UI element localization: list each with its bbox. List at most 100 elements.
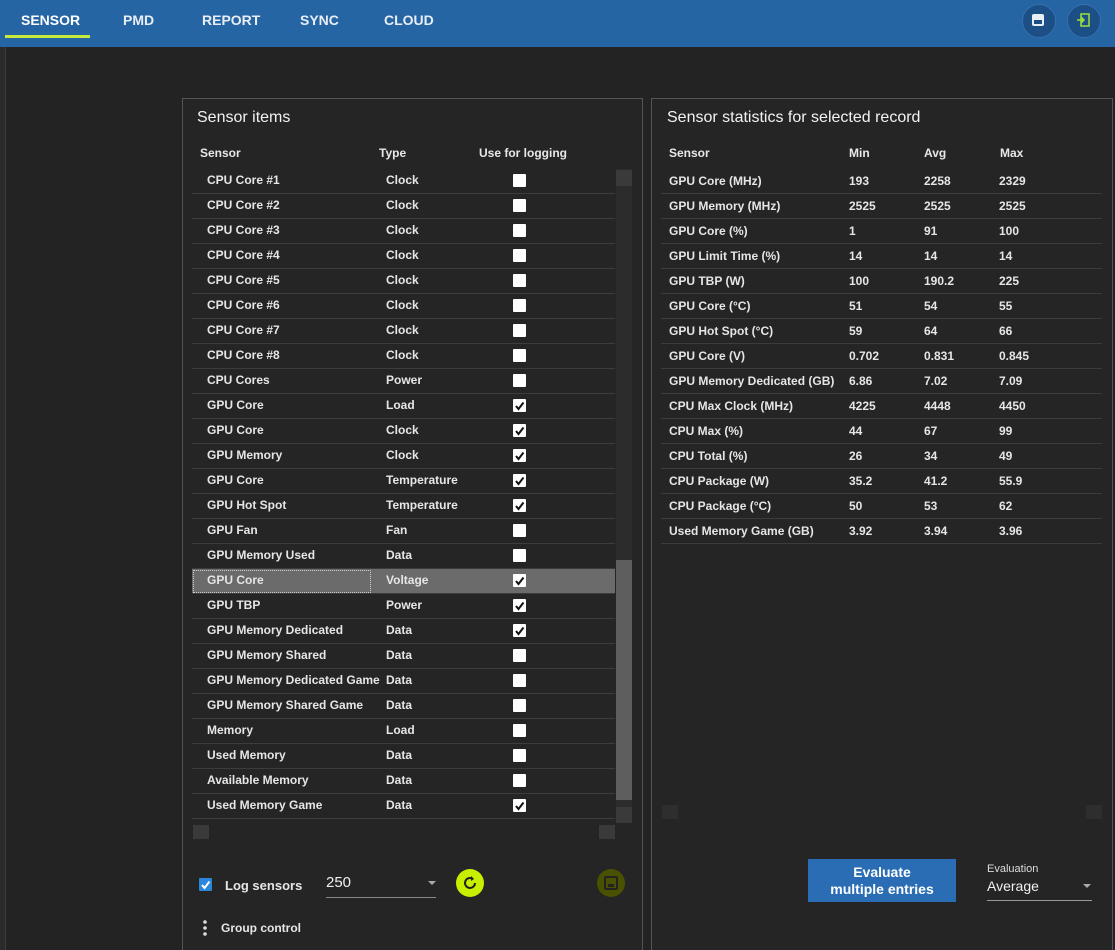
logging-checkbox[interactable] — [513, 699, 526, 712]
logging-checkbox[interactable] — [513, 324, 526, 337]
row-separator — [192, 493, 615, 494]
sensor-name: GPU Core — [207, 398, 264, 412]
row-separator — [661, 268, 1102, 269]
dropdown-arrow — [428, 881, 436, 885]
row-separator — [192, 718, 615, 719]
stat-value: 2525 — [999, 199, 1026, 213]
row-separator — [192, 793, 615, 794]
logging-checkbox[interactable] — [513, 749, 526, 762]
stat-value: 2329 — [999, 174, 1026, 188]
column-header: Use for logging — [479, 146, 567, 160]
logging-checkbox[interactable] — [513, 174, 526, 187]
sensor-type: Clock — [386, 448, 419, 462]
logging-checkbox[interactable] — [513, 249, 526, 262]
logging-checkbox[interactable] — [513, 374, 526, 387]
logging-checkbox[interactable] — [513, 674, 526, 687]
stat-sensor: GPU Core (V) — [669, 349, 746, 363]
sensor-name: GPU TBP — [207, 598, 261, 612]
nav-tab[interactable]: CLOUD — [384, 12, 434, 28]
log-sensors-label: Log sensors — [225, 878, 303, 893]
sensor-name: Used Memory — [207, 748, 286, 762]
row-separator — [192, 593, 615, 594]
logging-checkbox[interactable] — [513, 274, 526, 287]
sensor-name: GPU Memory — [207, 448, 283, 462]
row-separator — [661, 293, 1102, 294]
top-bar — [0, 0, 1115, 47]
logging-checkbox[interactable] — [513, 199, 526, 212]
stat-value: 41.2 — [924, 474, 948, 488]
sensor-type: Temperature — [386, 473, 458, 487]
scroll-right[interactable] — [599, 825, 615, 839]
stat-value: 4225 — [849, 399, 876, 413]
row-separator — [192, 318, 615, 319]
row-separator — [661, 393, 1102, 394]
stat-value: 91 — [924, 224, 938, 238]
sensor-name: GPU Hot Spot — [207, 498, 287, 512]
screenshot-icon — [1032, 14, 1044, 26]
stat-value: 99 — [999, 424, 1013, 438]
save-button[interactable] — [597, 869, 625, 897]
logging-checkbox[interactable] — [513, 774, 526, 787]
logging-checkbox[interactable] — [513, 549, 526, 562]
sensor-name: CPU Core #7 — [207, 323, 280, 337]
logging-checkbox[interactable] — [513, 724, 526, 737]
sensor-type: Clock — [386, 323, 419, 337]
scroll-up[interactable] — [616, 170, 632, 186]
panel-title: Sensor items — [197, 109, 291, 126]
evaluation-select[interactable]: Average — [987, 878, 1092, 901]
interval-select[interactable]: 250 — [326, 874, 436, 898]
stat-sensor: GPU Memory Dedicated (GB) — [669, 374, 835, 388]
group-control[interactable]: Group control — [221, 921, 301, 935]
nav-tab[interactable]: PMD — [123, 12, 155, 28]
sensor-type: Clock — [386, 273, 419, 287]
scroll-left[interactable] — [662, 805, 678, 819]
sensor-type: Data — [386, 623, 413, 637]
logging-checkbox[interactable] — [513, 299, 526, 312]
check-mark — [515, 601, 525, 611]
stat-sensor: CPU Total (%) — [669, 449, 748, 463]
sensor-type: Data — [386, 748, 413, 762]
row-separator — [661, 343, 1102, 344]
stat-value: 225 — [999, 274, 1020, 288]
scroll-down[interactable] — [616, 807, 632, 823]
sensor-type: Clock — [386, 423, 419, 437]
stat-value: 3.96 — [999, 524, 1023, 538]
evaluation-label: Evaluation — [987, 863, 1039, 875]
logging-checkbox[interactable] — [513, 224, 526, 237]
sensor-type: Clock — [386, 223, 419, 237]
row-separator — [661, 468, 1102, 469]
logging-checkbox[interactable] — [513, 349, 526, 362]
stat-value: 59 — [849, 324, 863, 338]
scrollbar-thumb[interactable] — [616, 560, 632, 800]
row-separator — [661, 368, 1102, 369]
nav-tab[interactable]: SENSOR — [21, 12, 81, 28]
stat-value: 34 — [924, 449, 938, 463]
check-mark — [515, 401, 525, 411]
nav-tab[interactable]: SYNC — [300, 12, 339, 28]
logging-checkbox[interactable] — [513, 524, 526, 537]
sensor-items-panel — [182, 98, 643, 950]
scroll-right[interactable] — [1086, 805, 1102, 819]
sensor-name: GPU Core — [207, 423, 264, 437]
sensor-name: Available Memory — [207, 773, 309, 787]
refresh-button[interactable] — [456, 869, 484, 897]
save-icon — [604, 876, 618, 890]
row-separator — [192, 818, 615, 819]
sensor-name: CPU Core #5 — [207, 273, 280, 287]
stat-value: 3.94 — [924, 524, 948, 538]
stat-sensor: CPU Package (W) — [669, 474, 770, 488]
sensor-name: CPU Core #1 — [207, 173, 280, 187]
sensor-type: Data — [386, 798, 413, 812]
stat-sensor: GPU Hot Spot (°C) — [669, 324, 774, 338]
row-separator — [192, 743, 615, 744]
selected-row — [192, 569, 615, 593]
nav-tab[interactable]: REPORT — [202, 12, 261, 28]
column-header: Sensor — [200, 146, 241, 160]
stat-value: 0.702 — [849, 349, 880, 363]
stat-value: 14 — [999, 249, 1013, 263]
evaluate-button[interactable]: Evaluate multiple entries — [808, 859, 956, 902]
row-separator — [192, 293, 615, 294]
scroll-left[interactable] — [193, 825, 209, 839]
stat-value: 2258 — [924, 174, 951, 188]
logging-checkbox[interactable] — [513, 649, 526, 662]
